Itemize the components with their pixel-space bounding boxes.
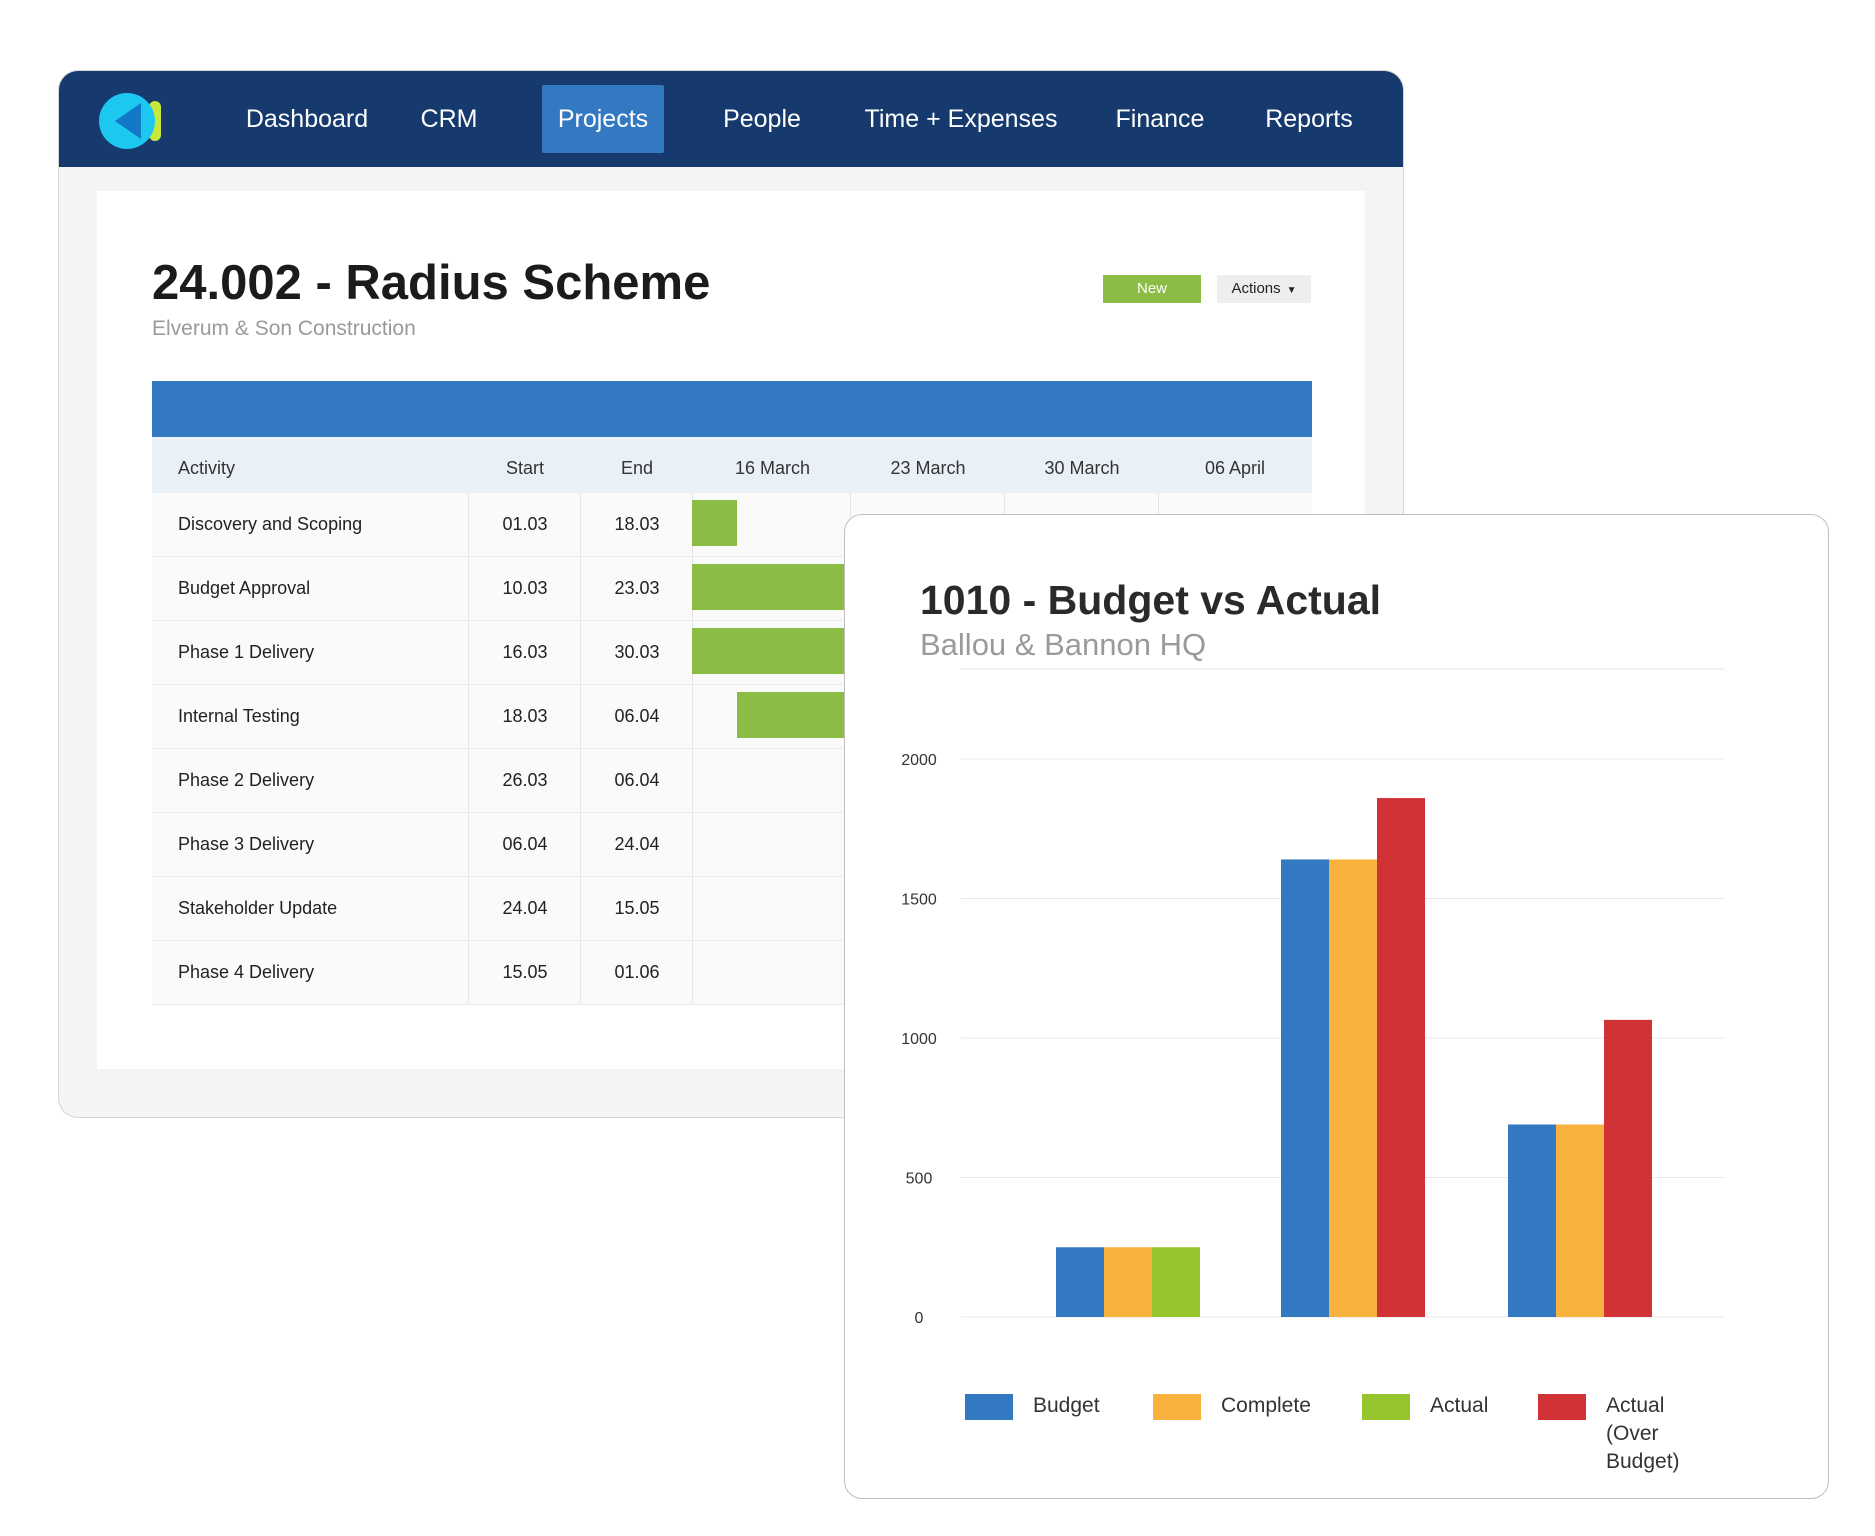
nav-crm[interactable]: CRM [420,105,478,133]
gantt-bar[interactable] [692,564,848,610]
top-nav: Dashboard CRM Projects People Time + Exp… [59,71,1403,167]
col-week-23-march: 23 March [890,458,966,478]
cell-activity: Discovery and Scoping [178,514,363,534]
gantt-bar[interactable] [692,500,737,546]
column-divider [580,813,581,876]
y-tick-label: 0 [915,1310,924,1327]
column-divider [468,813,469,876]
cell-start: 10.03 [502,578,548,598]
column-divider [468,685,469,748]
nav-people[interactable]: People [723,105,801,133]
chart-title: 1010 - Budget vs Actual [920,577,1382,623]
page-title: 24.002 - Radius Scheme [152,256,711,310]
column-divider [468,557,469,620]
cell-activity: Stakeholder Update [178,898,338,918]
cell-activity: Phase 1 Delivery [178,642,315,662]
y-tick-label: 1500 [901,892,937,909]
cell-start: 16.03 [502,642,548,662]
col-start: Start [505,458,544,478]
col-end: End [620,458,654,478]
column-divider [580,621,581,684]
bar-budget-group-3[interactable] [1508,1124,1556,1317]
column-divider [580,877,581,940]
budget-chart-card: 1010 - Budget vs Actual Ballou & Bannon … [844,514,1829,1499]
cell-start: 15.05 [502,962,548,982]
column-divider [580,941,581,1004]
cell-end: 15.05 [614,898,660,918]
bar-budget-group-2[interactable] [1281,859,1329,1317]
actions-dropdown[interactable]: Actions ▼ [1217,275,1311,303]
nav-time-expenses[interactable]: Time + Expenses [864,105,1058,133]
chart-subtitle: Ballou & Bannon HQ [920,627,1207,662]
cell-end: 06.04 [614,706,660,726]
column-divider [692,685,693,748]
column-divider [580,493,581,556]
bar-actual-group-2[interactable] [1377,798,1425,1317]
column-divider [580,557,581,620]
column-divider [468,941,469,1004]
chart-legend: Budget Complete Actual Actual (Over Budget) [965,1392,1805,1473]
col-week-16-march: 16 March [734,458,811,478]
cell-activity: Phase 2 Delivery [178,770,315,790]
nav-dashboard[interactable]: Dashboard [245,105,369,133]
bar-complete-group-3[interactable] [1556,1124,1604,1317]
cell-activity: Phase 4 Delivery [178,962,315,982]
actions-label: Actions [1231,280,1281,297]
cell-end: 06.04 [614,770,660,790]
cell-start: 06.04 [502,834,548,854]
nav-reports[interactable]: Reports [1265,105,1353,133]
cell-activity: Budget Approval [178,578,311,598]
legend-label: Complete [1221,1394,1311,1417]
column-divider [468,493,469,556]
y-tick-label: 500 [906,1171,933,1188]
cell-start: 24.04 [502,898,548,918]
column-divider [580,685,581,748]
caret-down-icon: ▼ [1286,285,1297,296]
new-button[interactable]: New [1103,275,1201,303]
bar-budget-group-1[interactable] [1056,1247,1104,1317]
legend-swatch [1153,1394,1201,1420]
cell-start: 18.03 [502,706,548,726]
table-header: Activity Start End 16 March 23 March 30 … [152,437,1312,493]
cell-start: 01.03 [502,514,548,534]
y-tick-label: 2000 [901,752,937,769]
cell-end: 01.06 [614,962,660,982]
column-divider [468,749,469,812]
bar-complete-group-2[interactable] [1329,859,1377,1317]
app-logo-icon[interactable] [97,89,169,149]
legend-swatch [1362,1394,1410,1420]
bar-actual-group-1[interactable] [1152,1247,1200,1317]
client-name: Elverum & Son Construction [152,317,416,340]
bar-actual-group-3[interactable] [1604,1019,1652,1317]
column-divider [692,877,693,940]
cell-end: 18.03 [614,514,660,534]
nav-projects[interactable]: Projects [542,85,664,153]
cell-start: 26.03 [502,770,548,790]
column-divider [692,749,693,812]
legend-label: Budget [1033,1394,1100,1417]
column-divider [468,621,469,684]
column-divider [692,813,693,876]
col-activity: Activity [178,458,236,478]
table-header-band [152,381,1312,437]
column-divider [468,877,469,940]
cell-end: 30.03 [614,642,660,662]
cell-end: 24.04 [614,834,660,854]
bar-complete-group-1[interactable] [1104,1247,1152,1317]
legend-label: Actual [1430,1394,1489,1417]
y-tick-label: 1000 [901,1031,937,1048]
column-divider [692,941,693,1004]
legend-swatch [965,1394,1013,1420]
column-divider [580,749,581,812]
col-week-06-april: 06 April [1204,458,1266,478]
cell-activity: Phase 3 Delivery [178,834,315,854]
cell-end: 23.03 [614,578,660,598]
cell-activity: Internal Testing [178,706,300,726]
legend-label: Actual (Over Budget) [1606,1394,1680,1473]
legend-swatch [1538,1394,1586,1420]
nav-finance[interactable]: Finance [1115,105,1205,133]
col-week-30-march: 30 March [1044,458,1120,478]
budget-bar-chart: 0 500 1000 1500 2000 [901,668,1725,1327]
